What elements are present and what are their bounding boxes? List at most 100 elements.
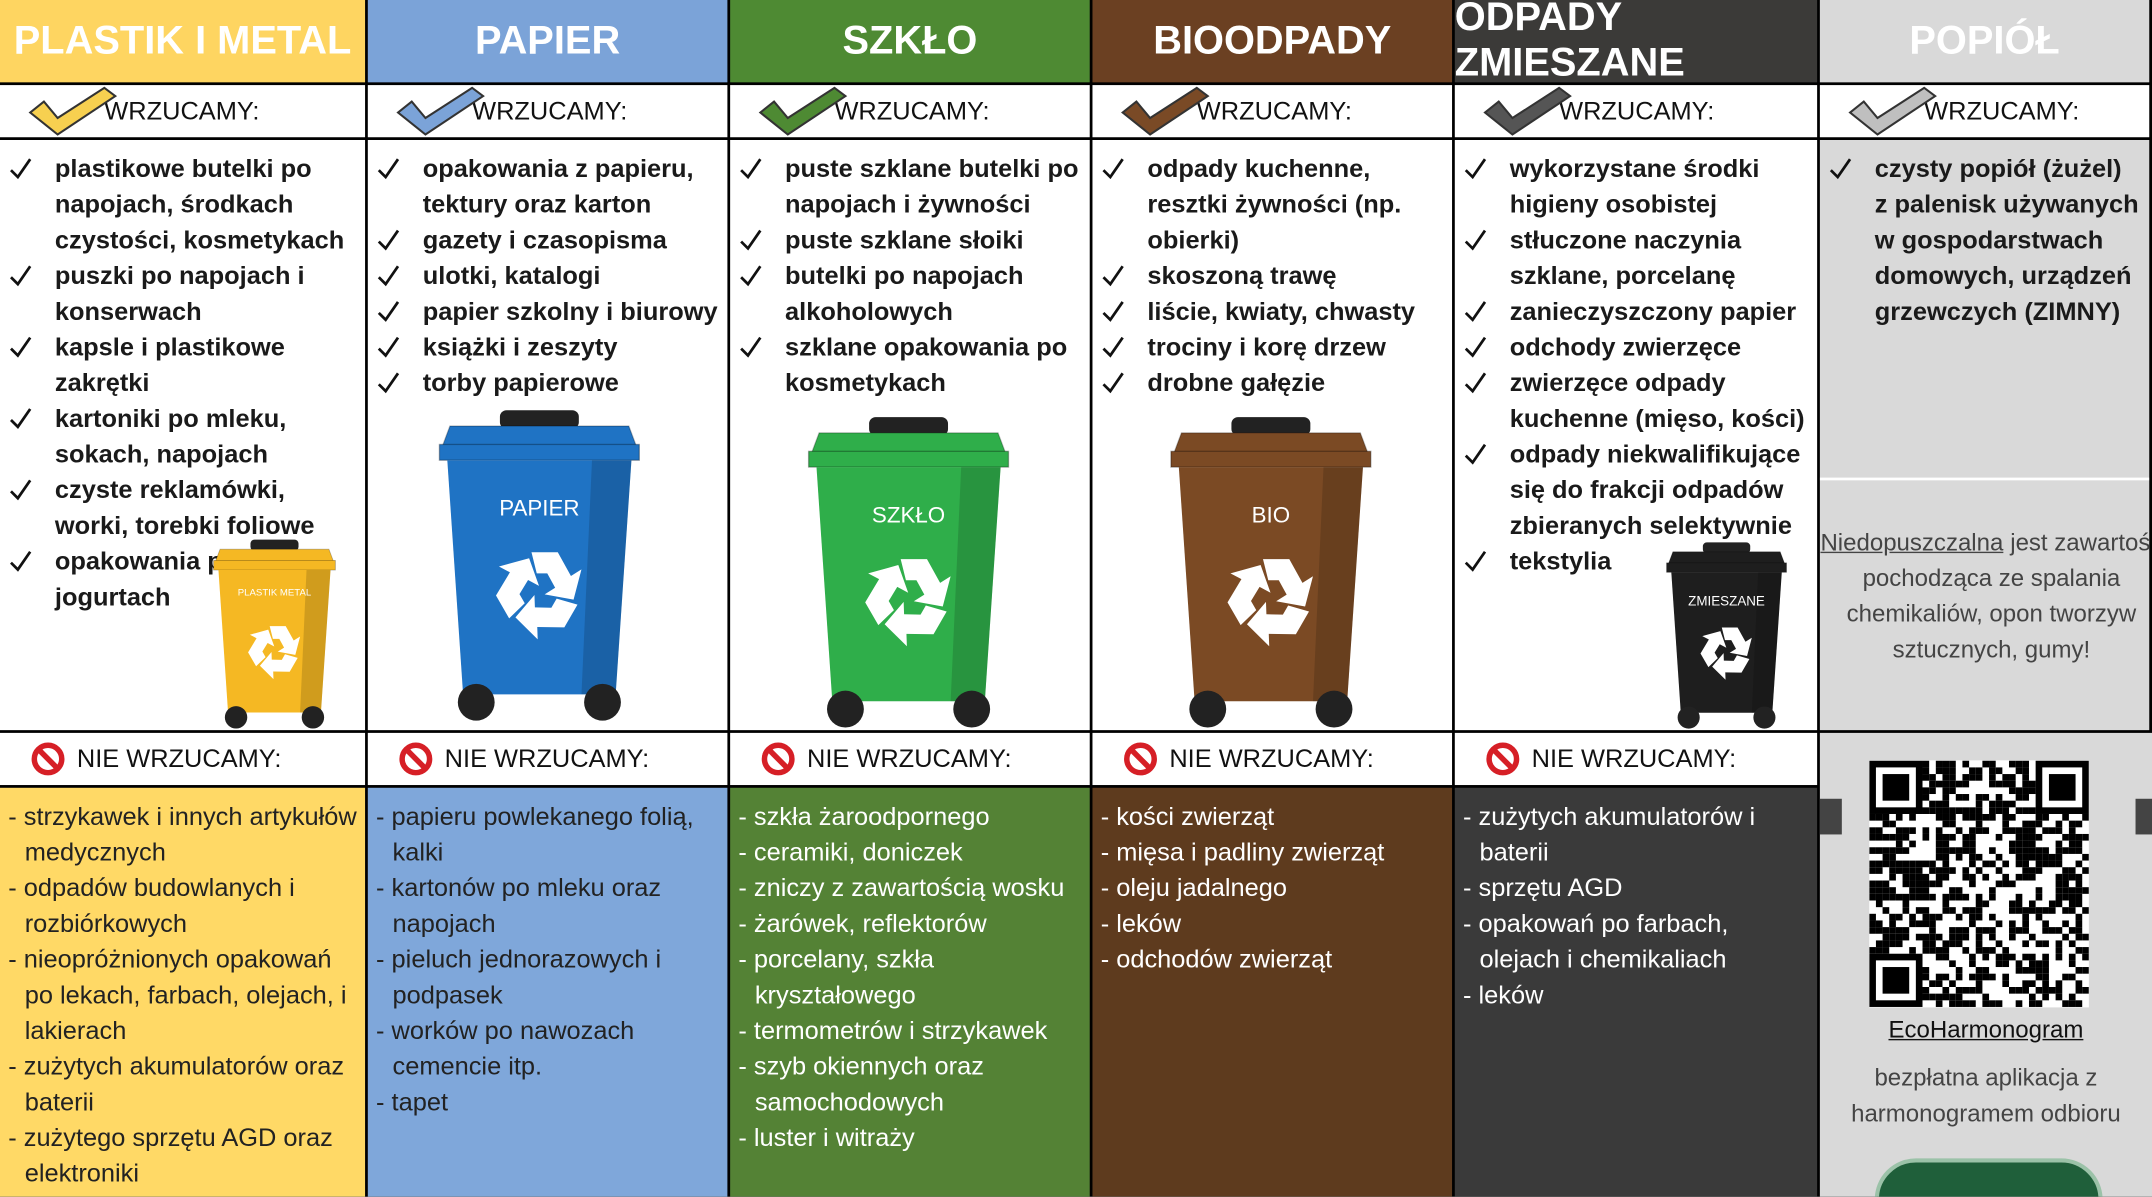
reject-item: - mięsa i padliny zwierząt <box>1101 834 1444 870</box>
accept-item-text: książki i zeszyty <box>423 332 618 361</box>
qr-module <box>2036 887 2043 894</box>
qr-module <box>1896 927 1903 934</box>
qr-module <box>1929 781 1936 788</box>
qr-module <box>1889 854 1896 861</box>
qr-module <box>1929 881 1936 888</box>
accept-item: czyste reklamówki, worki, torebki foliow… <box>0 472 365 543</box>
accept-row: WRZUCAMY: <box>1820 85 2149 137</box>
accept-item: skoszoną trawę <box>1092 258 1452 294</box>
qr-module <box>2062 907 2069 914</box>
qr-module <box>1969 854 1976 861</box>
reject-item: - zużytych akumulatorów oraz baterii <box>8 1049 357 1120</box>
qr-module <box>1929 920 1936 927</box>
qr-module <box>1909 914 1916 921</box>
qr-module <box>1956 967 1963 974</box>
qr-module <box>1936 1000 1943 1007</box>
qr-module <box>1929 774 1936 781</box>
qr-module <box>1962 874 1969 881</box>
check-stroke <box>741 159 760 177</box>
qr-module <box>2002 801 2009 808</box>
accept-item-text: butelki po napojach alkoholowych <box>785 261 1023 326</box>
qr-module <box>2029 954 2036 961</box>
qr-module <box>2082 834 2089 841</box>
qr-module <box>2069 994 2076 1001</box>
qr-module <box>2029 980 2036 987</box>
reject-item: - worków po nawozach cemencie itp. <box>376 1013 719 1084</box>
qr-module <box>1942 974 1949 981</box>
bin-wheel <box>953 691 990 728</box>
qr-module <box>1936 980 1943 987</box>
reject-slash <box>769 749 788 768</box>
qr-module <box>1923 861 1930 868</box>
qr-module <box>2062 974 2069 981</box>
qr-module <box>1916 887 1923 894</box>
accept-check-shape <box>1485 88 1570 135</box>
accept-content: plastikowe butelki po napojach, środkach… <box>0 140 365 730</box>
bin-label: BIO <box>1252 502 1291 527</box>
qr-module <box>1883 907 1890 914</box>
qr-module <box>2029 834 2036 841</box>
qr-module <box>2016 987 2023 994</box>
accept-item: liście, kwiaty, chwasty <box>1092 294 1452 330</box>
qr-module <box>1949 787 1956 794</box>
qr-module <box>1989 814 1996 821</box>
accept-check <box>1845 85 1941 137</box>
qr-module <box>1949 927 1956 934</box>
reject-item: - zużytego sprzętu AGD oraz elektroniki <box>8 1120 357 1191</box>
check-stroke <box>1466 552 1485 570</box>
qr-module <box>1869 861 1876 868</box>
qr-module <box>1942 781 1949 788</box>
qr-module <box>2009 774 2016 781</box>
qr-module <box>1869 894 1876 901</box>
qr-module <box>1962 814 1969 821</box>
qr-module <box>2056 954 2063 961</box>
qr-module <box>1962 867 1969 874</box>
reject-item: - leków <box>1101 906 1444 942</box>
qr-module <box>1936 874 1943 881</box>
qr-module <box>2069 894 2076 901</box>
accept-item: trociny i korę drzew <box>1092 329 1452 365</box>
qr-module <box>2076 887 2083 894</box>
qr-module <box>2029 827 2036 834</box>
qr-module <box>1889 927 1896 934</box>
qr-module <box>1976 814 1983 821</box>
column-header: POPIÓŁ <box>1820 0 2149 82</box>
accept-item-text: papier szkolny i biurowy <box>423 296 718 325</box>
reject-item: - leków <box>1463 977 1809 1013</box>
qr-module <box>1929 927 1936 934</box>
qr-module <box>2042 960 2049 967</box>
qr-module <box>2056 987 2063 994</box>
qr-module <box>1876 814 1883 821</box>
qr-module <box>2016 894 2023 901</box>
qr-module <box>2036 854 2043 861</box>
qr-module <box>2002 960 2009 967</box>
qr-module <box>1889 867 1896 874</box>
accept-content: odpady kuchenne, resztki żywności (np. o… <box>1092 140 1452 730</box>
qr-module <box>1956 827 1963 834</box>
qr-module <box>2062 847 2069 854</box>
qr-module <box>1976 794 1983 801</box>
qr-module <box>2029 1000 2036 1007</box>
qr-module <box>1869 814 1876 821</box>
qr-module <box>2069 960 2076 967</box>
qr-module <box>1929 861 1936 868</box>
qr-module <box>1909 827 1916 834</box>
qr-module <box>2022 987 2029 994</box>
qr-module <box>1916 934 1923 941</box>
qr-module <box>1962 927 1969 934</box>
qr-module <box>1942 907 1949 914</box>
qr-module <box>2042 987 2049 994</box>
qr-module <box>2029 807 2036 814</box>
qr-module <box>2016 927 2023 934</box>
qr-module <box>1909 881 1916 888</box>
qr-module <box>2042 827 2049 834</box>
bin-wheel <box>1189 691 1226 728</box>
qr-module <box>2036 940 2043 947</box>
qr-module <box>1996 781 2003 788</box>
bin-label: ZMIESZANE <box>1688 593 1765 608</box>
column-title: BIOODPADY <box>1153 19 1391 64</box>
qr-module <box>1876 900 1883 907</box>
bin-wheel <box>458 684 495 721</box>
qr-module <box>1889 914 1896 921</box>
qr-module <box>1929 894 1936 901</box>
